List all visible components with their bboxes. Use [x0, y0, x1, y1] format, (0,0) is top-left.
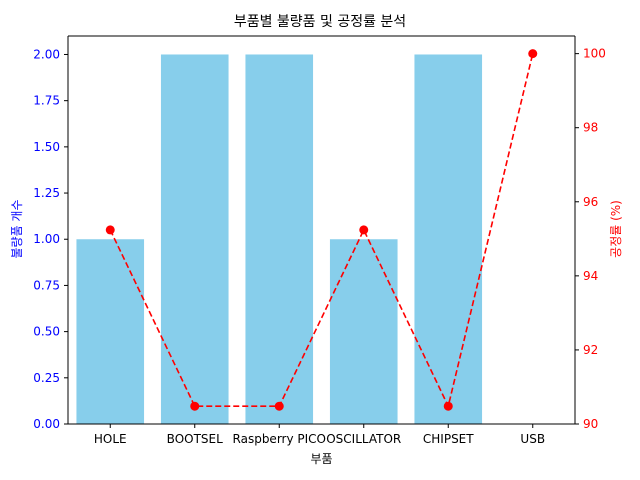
axes: HOLE BOOTSEL Raspberry PICO OSCILLATOR CHIPS… [33, 35, 606, 446]
y-tick-label-2: 0.50 [33, 325, 60, 339]
y-tick-label-5: 1.25 [33, 186, 60, 200]
y-tick-label-1: 0.25 [33, 371, 60, 385]
y-tick-label-4: 1.00 [33, 232, 60, 246]
line-point-4 [443, 401, 453, 411]
y2-axis-label: 공정률 (%) [609, 200, 623, 258]
x-tick-label-3: OSCILLATOR [326, 432, 401, 446]
x-tick-label-5: USB [520, 432, 545, 446]
line-point-2 [274, 401, 284, 411]
bar-1 [160, 54, 229, 424]
y-tick-label-8: 2.00 [33, 47, 60, 61]
y2-tick-label-5: 100 [583, 47, 606, 61]
bar-series [76, 54, 483, 424]
bar-3 [329, 239, 398, 424]
y2-tick-label-3: 96 [583, 195, 598, 209]
chart-title: 부품별 불량품 및 공정률 분석 [234, 14, 406, 30]
line-path [109, 53, 534, 409]
line-series [105, 49, 538, 411]
line-point-0 [105, 225, 115, 235]
y2-tick-label-1: 92 [583, 343, 598, 357]
bar-2 [245, 54, 314, 424]
line-point-1 [190, 401, 200, 411]
y-tick-label-7: 1.75 [33, 94, 60, 108]
x-tick-label-4: CHIPSET [423, 432, 474, 446]
x-tick-label-2: Raspberry PICO [233, 432, 326, 446]
bar-0 [76, 239, 145, 424]
y-tick-label-6: 1.50 [33, 140, 60, 154]
x-axis-label: 부품 [310, 452, 332, 466]
y2-tick-label-2: 94 [583, 269, 598, 283]
line-point-3 [359, 225, 369, 235]
y-tick-label-3: 0.75 [33, 278, 60, 292]
x-tick-label-0: HOLE [94, 432, 127, 446]
bar-4 [414, 54, 483, 424]
y2-tick-label-0: 90 [583, 417, 598, 431]
y-tick-label-0: 0.00 [33, 417, 60, 431]
line-point-5 [528, 49, 538, 59]
y2-tick-label-4: 98 [583, 121, 598, 135]
y-axis-label: 불량품 개수 [10, 199, 24, 258]
x-tick-label-1: BOOTSEL [167, 432, 223, 446]
